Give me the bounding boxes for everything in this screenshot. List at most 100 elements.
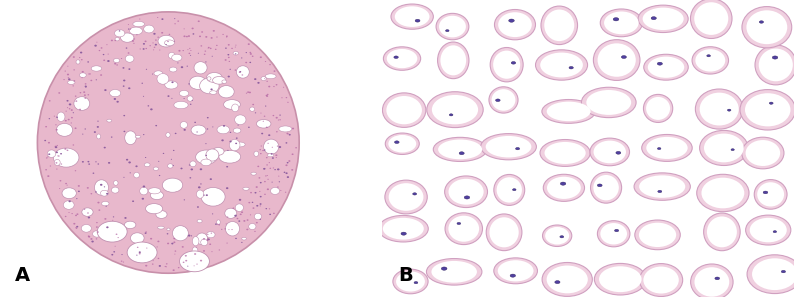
- Ellipse shape: [67, 80, 75, 84]
- Ellipse shape: [155, 44, 157, 45]
- Ellipse shape: [228, 76, 230, 78]
- Ellipse shape: [206, 149, 219, 161]
- Ellipse shape: [268, 162, 270, 163]
- Ellipse shape: [72, 85, 74, 86]
- Ellipse shape: [391, 4, 434, 29]
- Ellipse shape: [179, 90, 189, 96]
- Ellipse shape: [192, 236, 199, 246]
- Ellipse shape: [638, 5, 688, 33]
- Ellipse shape: [228, 57, 229, 58]
- Ellipse shape: [759, 48, 793, 81]
- Ellipse shape: [118, 30, 121, 31]
- Ellipse shape: [280, 190, 281, 191]
- Ellipse shape: [225, 48, 227, 49]
- Ellipse shape: [60, 163, 62, 165]
- Ellipse shape: [161, 32, 164, 34]
- Ellipse shape: [252, 56, 253, 57]
- Ellipse shape: [691, 0, 732, 39]
- Ellipse shape: [183, 50, 184, 51]
- Ellipse shape: [226, 243, 228, 244]
- Ellipse shape: [597, 221, 630, 247]
- Ellipse shape: [82, 71, 84, 73]
- Ellipse shape: [262, 150, 264, 151]
- Ellipse shape: [212, 148, 224, 155]
- Ellipse shape: [128, 52, 129, 54]
- Ellipse shape: [285, 192, 287, 193]
- Ellipse shape: [78, 185, 80, 187]
- Ellipse shape: [104, 89, 106, 91]
- Ellipse shape: [82, 134, 83, 135]
- Ellipse shape: [225, 59, 226, 61]
- Ellipse shape: [145, 204, 163, 214]
- Ellipse shape: [180, 121, 187, 128]
- Ellipse shape: [235, 53, 237, 54]
- Ellipse shape: [287, 133, 289, 135]
- Ellipse shape: [67, 77, 69, 78]
- Ellipse shape: [272, 147, 273, 148]
- Ellipse shape: [79, 92, 81, 93]
- Ellipse shape: [266, 164, 268, 165]
- Ellipse shape: [261, 77, 266, 81]
- Ellipse shape: [158, 226, 164, 229]
- Ellipse shape: [144, 25, 154, 33]
- Ellipse shape: [164, 266, 166, 267]
- Ellipse shape: [93, 173, 94, 174]
- Ellipse shape: [229, 69, 231, 70]
- Ellipse shape: [198, 20, 200, 22]
- Ellipse shape: [87, 94, 89, 95]
- Ellipse shape: [145, 163, 150, 167]
- Ellipse shape: [195, 122, 196, 123]
- Ellipse shape: [249, 223, 256, 230]
- Ellipse shape: [217, 220, 220, 225]
- Ellipse shape: [241, 74, 243, 76]
- Ellipse shape: [123, 86, 125, 87]
- Ellipse shape: [216, 45, 218, 46]
- Ellipse shape: [73, 69, 75, 70]
- Ellipse shape: [439, 16, 466, 37]
- Ellipse shape: [260, 149, 261, 150]
- Ellipse shape: [152, 260, 154, 261]
- Ellipse shape: [241, 237, 246, 240]
- Ellipse shape: [657, 190, 662, 193]
- Ellipse shape: [252, 207, 254, 209]
- Ellipse shape: [426, 259, 482, 285]
- Ellipse shape: [106, 206, 107, 207]
- Ellipse shape: [152, 74, 153, 75]
- Ellipse shape: [56, 151, 58, 153]
- Ellipse shape: [240, 71, 241, 72]
- Ellipse shape: [755, 45, 794, 85]
- Ellipse shape: [85, 86, 87, 88]
- Ellipse shape: [172, 226, 188, 241]
- Ellipse shape: [243, 220, 245, 222]
- Ellipse shape: [593, 40, 640, 80]
- Ellipse shape: [615, 229, 619, 232]
- Ellipse shape: [286, 142, 287, 144]
- Ellipse shape: [613, 18, 619, 21]
- Ellipse shape: [64, 120, 67, 121]
- Ellipse shape: [65, 183, 67, 184]
- Ellipse shape: [97, 134, 101, 139]
- Ellipse shape: [210, 48, 211, 49]
- Ellipse shape: [480, 134, 537, 160]
- Ellipse shape: [222, 139, 224, 141]
- Ellipse shape: [145, 231, 147, 233]
- Ellipse shape: [157, 74, 169, 84]
- Ellipse shape: [591, 172, 622, 203]
- Ellipse shape: [129, 27, 142, 35]
- Ellipse shape: [210, 37, 213, 39]
- Ellipse shape: [245, 52, 247, 53]
- Ellipse shape: [64, 148, 67, 150]
- Ellipse shape: [95, 161, 97, 162]
- Ellipse shape: [249, 91, 251, 93]
- Ellipse shape: [127, 242, 157, 263]
- Ellipse shape: [104, 186, 105, 187]
- Ellipse shape: [58, 155, 60, 157]
- Ellipse shape: [179, 50, 180, 52]
- Ellipse shape: [143, 43, 145, 45]
- Ellipse shape: [218, 249, 220, 251]
- Ellipse shape: [590, 138, 630, 166]
- Ellipse shape: [53, 148, 79, 167]
- Ellipse shape: [415, 19, 420, 22]
- Ellipse shape: [129, 68, 130, 70]
- Ellipse shape: [542, 225, 572, 247]
